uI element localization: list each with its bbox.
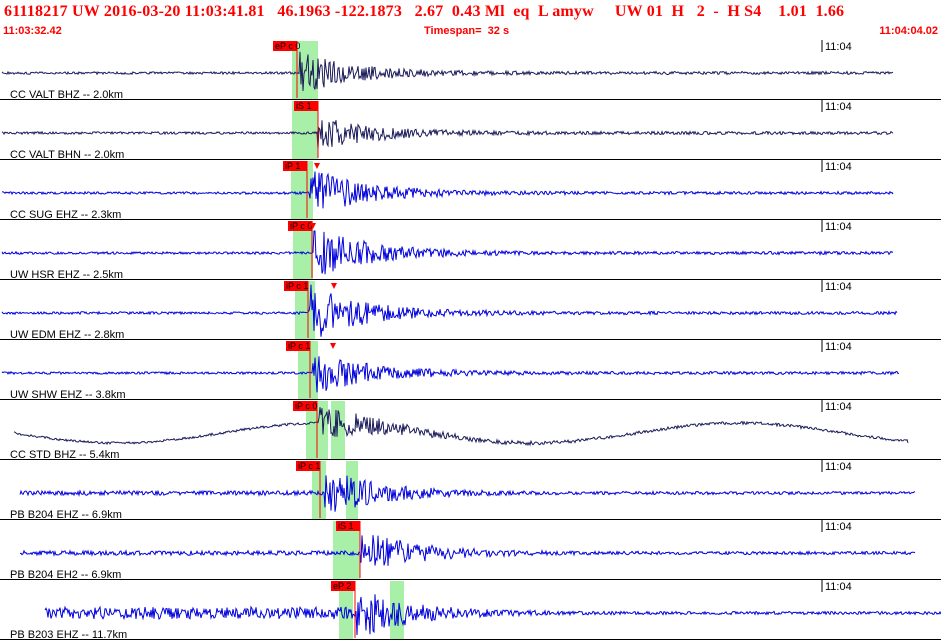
pick-label: iP 1	[285, 161, 300, 171]
time-tick-label: 11:04	[825, 521, 852, 533]
window-end-time: 11:04:04.02	[879, 25, 938, 37]
waveform-trace[interactable]	[19, 535, 916, 566]
waveform-trace[interactable]	[1, 284, 898, 337]
time-tick-label: 11:04	[825, 281, 852, 293]
pick-label: eP c 0	[275, 41, 300, 51]
trace-station-label: CC VALT BHZ -- 2.0km	[10, 89, 123, 101]
phase-window	[298, 341, 318, 400]
pick-flag[interactable]	[293, 401, 317, 411]
time-tick-label: 11:04	[825, 41, 852, 53]
pick-label: iP c 0	[290, 221, 312, 231]
pick-triangle-icon	[310, 223, 316, 229]
window-start-time: 11:03:32.42	[3, 25, 62, 37]
waveform-trace[interactable]	[1, 356, 900, 393]
seismogram-panel[interactable]: 11:04 eP c 0 CC VALT BHZ -- 2.0km 11:04 iS 1…	[0, 40, 941, 640]
pick-label: eP 2	[333, 581, 351, 591]
pick-flag[interactable]	[273, 41, 297, 51]
time-tick-label: 11:04	[825, 401, 852, 413]
pick-label: iS 1	[296, 101, 312, 111]
pick-flag[interactable]	[288, 221, 312, 231]
pick-label: iP c 1	[286, 281, 308, 291]
phase-window	[312, 461, 326, 520]
pick-label: iS 1	[338, 521, 354, 531]
trace-station-label: CC VALT BHN -- 2.0km	[10, 149, 124, 161]
pick-triangle-icon	[314, 163, 320, 169]
waveform-trace[interactable]	[1, 51, 894, 92]
trace-station-label: PB B204 EH2 -- 6.9km	[10, 569, 121, 581]
phase-window	[333, 521, 347, 580]
pick-label: iP c 0	[295, 401, 317, 411]
event-header: 61118217 UW 2016-03-20 11:03:41.81 46.19…	[0, 0, 941, 40]
waveform-trace[interactable]	[1, 230, 894, 275]
waveform-trace[interactable]	[1, 120, 894, 150]
pick-flag[interactable]	[286, 341, 310, 351]
pick-flag[interactable]	[296, 461, 320, 471]
time-tick-label: 11:04	[825, 221, 852, 233]
pick-flag[interactable]	[284, 281, 308, 291]
phase-window	[293, 221, 313, 280]
time-tick-label: 11:04	[825, 161, 852, 173]
phase-window	[346, 521, 360, 580]
pick-triangle-icon	[330, 343, 336, 349]
trace-station-label: UW EDM EHZ -- 2.8km	[10, 329, 124, 341]
pick-label: iP c 1	[288, 341, 310, 351]
time-tick-label: 11:04	[825, 581, 852, 593]
trace-station-label: PB B204 EHZ -- 6.9km	[10, 509, 122, 521]
phase-window	[331, 401, 345, 460]
trace-station-label: UW HSR EHZ -- 2.5km	[10, 269, 123, 281]
pick-flag[interactable]	[331, 581, 355, 591]
trace-station-label: UW SHW EHZ -- 3.8km	[10, 389, 126, 401]
waveform-trace[interactable]	[13, 407, 909, 447]
pick-flag[interactable]	[294, 101, 318, 111]
waveform-trace[interactable]	[19, 475, 916, 512]
pick-flag[interactable]	[283, 161, 307, 171]
time-tick-label: 11:04	[825, 461, 852, 473]
pick-triangle-icon	[331, 283, 337, 289]
trace-station-label: CC SUG EHZ -- 2.3km	[10, 209, 121, 221]
timespan-label: Timespan= 32 s	[424, 25, 510, 37]
pick-flag[interactable]	[336, 521, 360, 531]
trace-station-label: PB B203 EHZ -- 11.7km	[10, 629, 127, 640]
waveform-trace[interactable]	[44, 594, 941, 636]
event-summary-line: 61118217 UW 2016-03-20 11:03:41.81 46.19…	[4, 3, 845, 20]
waveform-trace[interactable]	[1, 171, 894, 209]
trace-station-label: CC STD BHZ -- 5.4km	[10, 449, 119, 461]
time-tick-label: 11:04	[825, 101, 852, 113]
time-tick-label: 11:04	[825, 341, 852, 353]
pick-label: iP c 1	[298, 461, 320, 471]
